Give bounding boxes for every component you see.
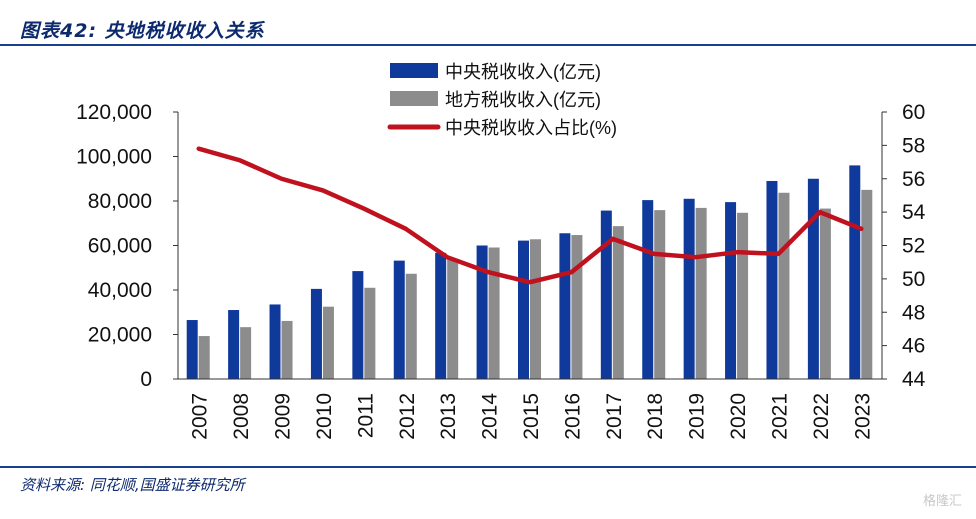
x-tick-label: 2019 [686,393,709,440]
right-tick-label: 46 [902,335,925,358]
legend-swatch-central [390,63,438,78]
right-axis: 44 46 48 50 52 54 56 58 60 [881,101,926,391]
central-tax-bar [186,320,198,379]
central-tax-bar [310,288,322,379]
figure-title: 图表42: 央地税收收入关系 [20,20,265,42]
legend-label-local: 地方税收收入(亿元) [445,90,601,110]
local-tax-bar [737,212,749,379]
watermark: 格隆汇 [922,494,962,509]
central-tax-bar [269,304,281,379]
right-tick-label: 48 [902,301,925,324]
local-tax-bar [612,226,624,379]
central-tax-bar [766,180,778,379]
left-axis: 0 20,000 40,000 60,000 80,000 100,000 120,000 [76,101,179,391]
central-tax-bar [476,245,488,379]
central-tax-bar [807,178,819,379]
local-tax-bar [530,239,541,379]
central-share-line [196,146,864,285]
legend-label-central: 中央税收收入(亿元) [445,62,601,82]
local-tax-bar [364,287,376,379]
central-tax-bar [849,165,861,379]
local-tax-bar [695,207,707,379]
x-tick-label: 2022 [810,393,833,440]
right-tick-label: 50 [902,268,925,291]
left-tick-label: 100,000 [76,146,152,169]
legend-label-ratio: 中央税收收入占比(%) [445,118,617,138]
right-tick-label: 52 [902,235,925,258]
local-tax-bar [778,192,790,379]
central-tax-bar [352,271,364,379]
x-tick-label: 2021 [768,393,791,440]
central-tax-bar [642,200,654,379]
central-tax-bar [518,240,529,379]
left-tick-label: 120,000 [76,101,152,124]
bars [186,165,873,379]
x-tick-label: 2011 [354,393,377,438]
legend-swatch-local [390,91,438,106]
right-tick-label: 44 [902,368,926,391]
ratio-line [196,146,864,285]
right-tick-label: 56 [902,168,925,191]
x-tick-label: 2007 [189,393,212,440]
x-tick-label: 2017 [603,393,626,440]
x-tick-label: 2016 [561,393,584,440]
x-tick-label: 2018 [644,393,667,440]
left-tick-label: 60,000 [88,235,152,258]
central-tax-bar [435,252,447,379]
x-tick-label: 2013 [437,393,460,440]
central-tax-bar [600,210,612,379]
left-tick-label: 40,000 [88,279,152,302]
local-tax-bar [281,320,293,379]
local-tax-bar [198,336,210,379]
left-tick-label: 0 [140,368,152,391]
local-tax-bar [240,327,252,379]
local-tax-bar [322,306,334,379]
footer-rule [0,466,976,468]
right-tick-label: 54 [902,201,926,224]
chart: 中央税收收入(亿元) 地方税收收入(亿元) 中央税收收入占比(%) 0 20,000 4… [76,62,926,440]
right-tick-label: 60 [902,101,925,124]
local-tax-bar [571,235,583,379]
right-tick-label: 58 [902,134,925,157]
local-tax-bar [447,259,459,379]
x-axis: 2007 2008 2009 2010 2011 2012 2013 2014 2015 2016… [178,378,882,440]
central-tax-bar [725,202,737,379]
x-tick-label: 2009 [272,393,295,440]
local-tax-bar [654,210,666,379]
x-tick-label: 2014 [479,393,502,440]
local-tax-bar [819,208,831,379]
central-tax-bar [393,260,405,379]
local-tax-bar [488,247,500,379]
central-tax-bar [228,310,240,379]
left-tick-label: 20,000 [88,324,152,347]
local-tax-bar [405,273,417,379]
left-tick-label: 80,000 [88,190,152,213]
source-note: 资料来源: 同花顺,国盛证券研究所 [20,476,245,494]
x-tick-label: 2020 [727,393,750,440]
x-tick-label: 2015 [520,393,543,440]
title-rule [0,44,976,46]
x-tick-label: 2008 [230,393,253,440]
x-tick-label: 2010 [313,393,336,440]
x-tick-label: 2023 [851,393,874,440]
x-tick-label: 2012 [396,393,419,440]
central-tax-bar [683,198,695,379]
legend: 中央税收收入(亿元) 地方税收收入(亿元) 中央税收收入占比(%) [387,62,617,138]
local-tax-bar [861,189,873,379]
central-tax-bar [559,233,571,379]
